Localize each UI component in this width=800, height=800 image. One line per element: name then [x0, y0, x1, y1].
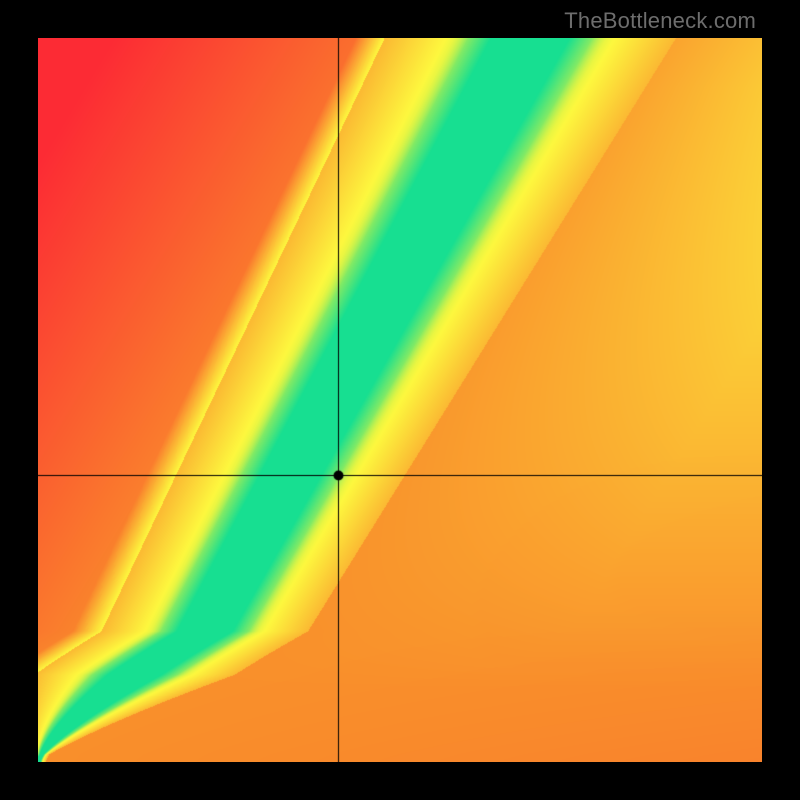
chart-container: TheBottleneck.com [0, 0, 800, 800]
heatmap-canvas [38, 38, 762, 762]
heatmap-plot [38, 38, 762, 762]
watermark-text: TheBottleneck.com [564, 8, 756, 34]
